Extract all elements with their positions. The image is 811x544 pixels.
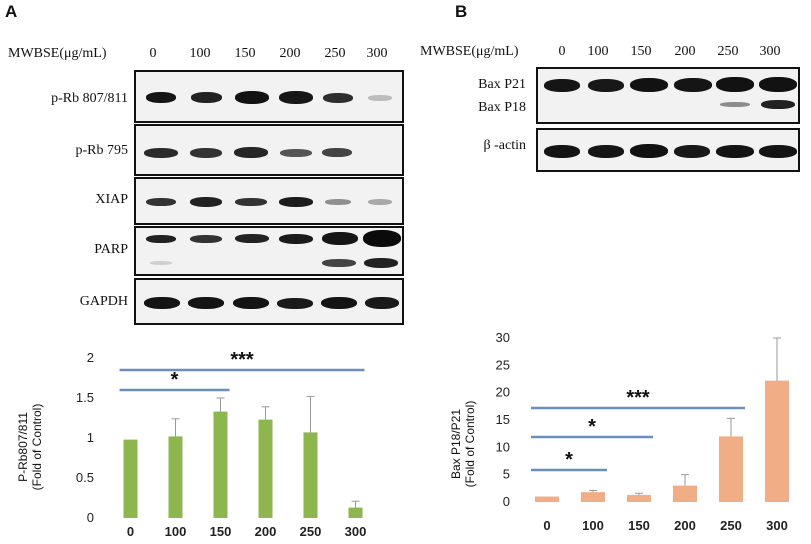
bar xyxy=(213,411,228,518)
panel-a-lane-label: 300 xyxy=(366,46,388,61)
panel-b-treatment-label: MWBSE(μg/mL) xyxy=(420,44,519,59)
blot-label-bax-p21: Bax P21 xyxy=(478,77,526,92)
bar xyxy=(535,496,559,502)
bar xyxy=(581,492,605,502)
panel-a-lane-label: 250 xyxy=(324,46,346,61)
panel-b-lane-label: 250 xyxy=(717,44,739,59)
blot-label-prb795: p-Rb 795 xyxy=(75,143,129,158)
bar xyxy=(348,507,363,518)
ytick-label: 25 xyxy=(496,357,510,372)
bar xyxy=(168,436,183,518)
category-label: 250 xyxy=(300,524,322,539)
chart-a-ylabel: P-Rb807/811 (Fold of Control) xyxy=(16,403,44,491)
bar xyxy=(123,439,138,518)
category-label: 150 xyxy=(628,518,650,533)
ytick-label: 0 xyxy=(503,494,510,509)
panel-a-lane-label: 0 xyxy=(149,46,157,61)
panel-a-letter: A xyxy=(5,2,18,21)
bar xyxy=(673,485,697,502)
category-label: 0 xyxy=(543,518,550,533)
ytick-label: 5 xyxy=(503,467,510,482)
blot-parp xyxy=(134,226,404,276)
panel-b-lane-label: 200 xyxy=(674,44,696,59)
ytick-label: 20 xyxy=(496,385,510,400)
ytick-label: 30 xyxy=(496,330,510,345)
panel-a-lane-label: 100 xyxy=(189,46,211,61)
blot-gapdh xyxy=(134,278,404,325)
blot-prb795 xyxy=(134,124,404,176)
ytick-label: 2 xyxy=(87,350,94,365)
significance-label: * xyxy=(171,369,179,391)
bar xyxy=(303,432,318,518)
category-label: 300 xyxy=(345,524,367,539)
chart-b-ylabel: Bax P18/P21 (Fold of Control) xyxy=(449,400,477,488)
category-label: 200 xyxy=(674,518,696,533)
significance-label: * xyxy=(565,449,573,471)
ytick-label: 15 xyxy=(496,412,510,427)
bar xyxy=(627,494,651,502)
blot-prb807 xyxy=(134,70,404,123)
panel-b-lane-label: 0 xyxy=(558,44,566,59)
blot-xiap xyxy=(134,177,404,225)
bar xyxy=(258,419,273,518)
blot-bax xyxy=(536,67,800,124)
blot-label-bax-p18: Bax P18 xyxy=(478,100,526,115)
ytick-label: 0.5 xyxy=(76,470,94,485)
blot-label-gapdh: GAPDH xyxy=(79,294,128,309)
category-label: 300 xyxy=(766,518,788,533)
category-label: 200 xyxy=(255,524,277,539)
significance-label: *** xyxy=(230,349,254,371)
category-label: 150 xyxy=(210,524,232,539)
blot-beta-actin xyxy=(536,128,800,172)
panel-a-lane-label: 200 xyxy=(279,46,301,61)
blot-label-beta-actin: β -actin xyxy=(483,138,527,153)
panel-a-lane-label: 150 xyxy=(234,46,256,61)
panel-b-lane-label: 150 xyxy=(630,44,652,59)
chart-a: 00.511.52 **** 0 100 150 200 250 300 xyxy=(76,349,367,539)
panel-b-lane-label: 100 xyxy=(587,44,609,59)
significance-label: *** xyxy=(626,387,650,409)
category-label: 100 xyxy=(582,518,604,533)
blot-label-xiap: XIAP xyxy=(95,192,128,207)
ytick-label: 10 xyxy=(496,439,510,454)
panel-b-lane-label: 300 xyxy=(759,44,781,59)
significance-label: * xyxy=(588,416,596,438)
chart-b-ylabel-wrap: Bax P18/P21 (Fold of Control) xyxy=(430,345,490,535)
blot-label-parp: PARP xyxy=(94,242,128,257)
ytick-label: 0 xyxy=(87,510,94,525)
bar xyxy=(719,436,743,502)
bar xyxy=(765,380,789,502)
panel-a-treatment-label: MWBSE(μg/mL) xyxy=(8,46,107,61)
category-label: 100 xyxy=(165,524,187,539)
blot-label-prb807: p-Rb 807/811 xyxy=(51,91,128,106)
ytick-label: 1 xyxy=(87,430,94,445)
panel-b-letter: B xyxy=(455,2,468,21)
category-label: 0 xyxy=(127,524,134,539)
chart-a-ylabel-wrap: P-Rb807/811 (Fold of Control) xyxy=(0,355,60,535)
category-label: 250 xyxy=(720,518,742,533)
ytick-label: 1.5 xyxy=(76,390,94,405)
